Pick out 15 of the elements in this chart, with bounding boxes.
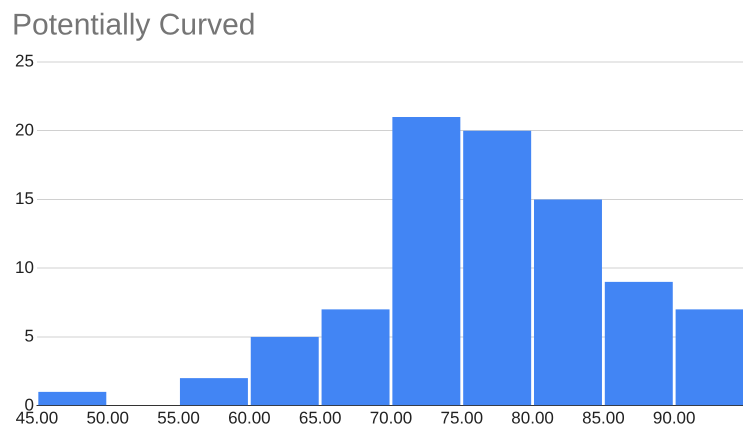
x-tick-label: 90.00	[652, 408, 696, 428]
x-tick-label: 65.00	[298, 408, 342, 428]
x-tick-label: 50.00	[86, 408, 129, 428]
y-tick-label: 25	[14, 52, 34, 71]
x-tick-label: 80.00	[511, 408, 554, 428]
y-tick-label: 5	[24, 326, 34, 346]
y-tick-label: 10	[14, 258, 34, 277]
x-tick-label: 75.00	[440, 408, 484, 428]
x-tick-label: 70.00	[370, 408, 412, 428]
y-tick-label: 20	[14, 120, 34, 140]
y-tick-label: 15	[14, 189, 34, 208]
x-tick-label: 55.00	[157, 408, 200, 428]
chart-title: Potentially Curved	[12, 8, 256, 42]
x-tick-label: 60.00	[228, 408, 271, 428]
x-tick-label: 85.00	[582, 408, 625, 428]
